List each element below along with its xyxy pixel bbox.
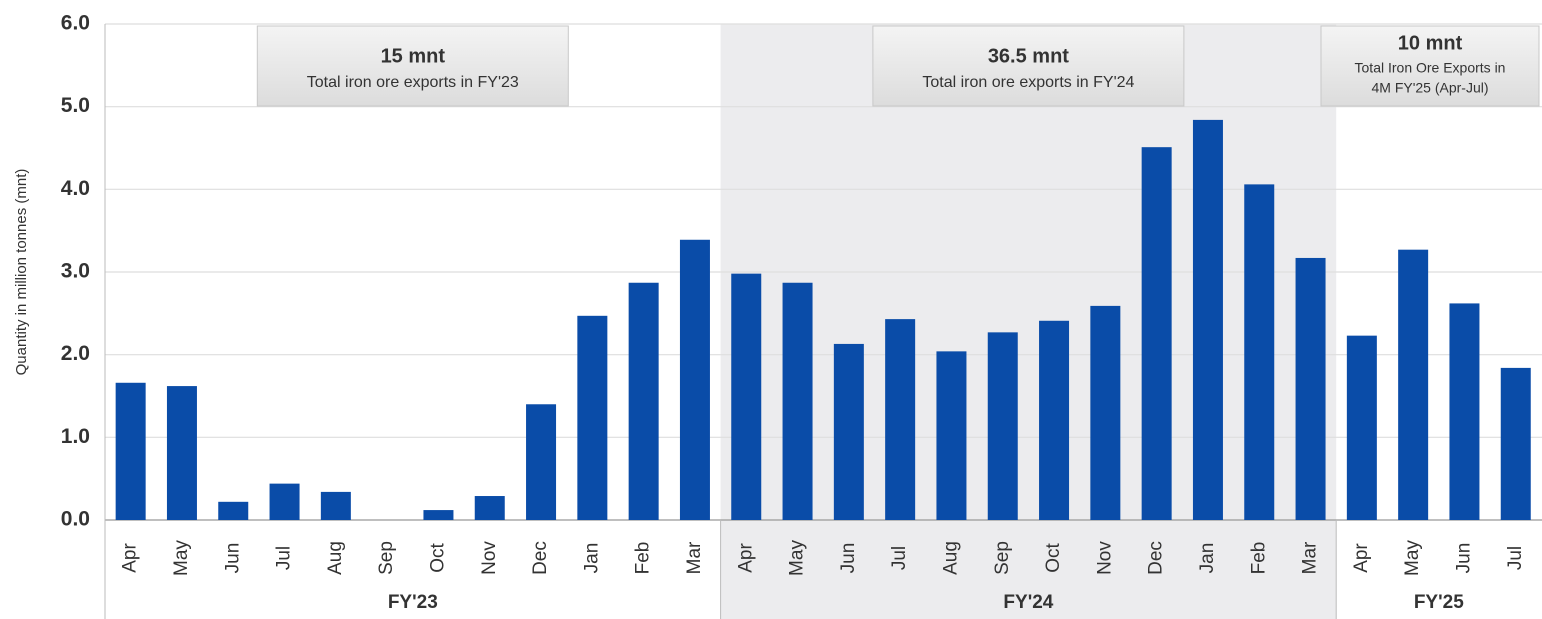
- bar: [115, 382, 146, 520]
- x-tick-label: Mar: [684, 541, 705, 574]
- bar: [1449, 303, 1480, 520]
- note-box: [872, 25, 1185, 107]
- bar: [1398, 249, 1429, 520]
- bar: [526, 404, 557, 520]
- x-tick-label: May: [787, 540, 808, 576]
- note-box: [1320, 25, 1540, 107]
- x-tick-label: Jun: [1453, 543, 1474, 574]
- note-text: 4M FY'25 (Apr-Jul): [1371, 80, 1488, 96]
- bar: [1141, 147, 1172, 520]
- x-tick-label: Jun: [222, 543, 243, 574]
- group-label: FY'23: [388, 592, 438, 613]
- note-title: 10 mnt: [1398, 32, 1463, 54]
- y-tick-label: 4.0: [61, 177, 90, 200]
- bar: [679, 239, 710, 520]
- note-text: Total Iron Ore Exports in: [1355, 60, 1506, 76]
- y-tick-label: 3.0: [61, 260, 90, 283]
- bar: [1346, 335, 1377, 520]
- group-label: FY'25: [1414, 592, 1464, 613]
- group-shade: [720, 24, 1337, 619]
- x-tick-label: Nov: [479, 541, 500, 575]
- bar: [1090, 305, 1121, 520]
- x-tick-label: Jul: [889, 546, 910, 570]
- bar: [1039, 320, 1070, 520]
- bar: [885, 319, 916, 520]
- x-tick-label: Nov: [1094, 541, 1115, 575]
- y-tick-label: 2.0: [61, 342, 90, 365]
- bar: [474, 496, 505, 520]
- y-axis-label: Quantity in million tonnes (mnt): [13, 169, 30, 376]
- x-tick-label: Jan: [1197, 543, 1218, 574]
- bar: [833, 343, 864, 520]
- note-title: 36.5 mnt: [988, 45, 1069, 67]
- x-tick-label: Apr: [120, 543, 141, 573]
- x-tick-label: Mar: [1300, 541, 1321, 574]
- bar: [1500, 367, 1531, 520]
- x-tick-label: May: [171, 540, 192, 576]
- note-text: Total iron ore exports in FY'24: [922, 74, 1134, 91]
- x-tick-label: Oct: [427, 543, 448, 573]
- x-tick-label: Aug: [940, 541, 961, 575]
- bar: [1244, 184, 1275, 520]
- bar: [731, 273, 762, 520]
- x-tick-label: Feb: [1248, 542, 1269, 575]
- note-box: [256, 25, 569, 107]
- x-tick-label: Sep: [992, 541, 1013, 575]
- y-tick-label: 0.0: [61, 508, 90, 531]
- x-tick-label: Dec: [530, 541, 551, 575]
- group-label: FY'24: [1003, 592, 1053, 613]
- bar: [166, 386, 197, 520]
- y-tick-label: 6.0: [61, 12, 90, 35]
- bar: [936, 351, 967, 520]
- y-tick-label: 1.0: [61, 425, 90, 448]
- bar: [423, 510, 454, 520]
- bar: [1295, 257, 1326, 520]
- bar: [320, 491, 351, 520]
- bar: [987, 332, 1018, 520]
- x-tick-label: Jan: [581, 543, 602, 574]
- x-tick-label: Sep: [376, 541, 397, 575]
- x-tick-label: Apr: [1351, 543, 1372, 573]
- x-tick-label: May: [1402, 540, 1423, 576]
- x-tick-label: Jun: [838, 543, 859, 574]
- x-tick-label: Aug: [325, 541, 346, 575]
- x-tick-label: Apr: [735, 543, 756, 573]
- bar: [1192, 119, 1223, 520]
- x-tick-label: Jul: [274, 546, 295, 570]
- y-tick-label: 5.0: [61, 94, 90, 117]
- bar: [577, 315, 608, 520]
- bar: [218, 501, 249, 520]
- x-tick-label: Feb: [633, 542, 654, 575]
- x-tick-label: Oct: [1043, 543, 1064, 573]
- bar: [782, 282, 813, 520]
- bar: [269, 483, 300, 520]
- x-tick-label: Dec: [1146, 541, 1167, 575]
- x-tick-label: Jul: [1505, 546, 1526, 570]
- bar: [628, 282, 659, 520]
- note-title: 15 mnt: [381, 45, 446, 67]
- note-text: Total iron ore exports in FY'23: [307, 74, 519, 91]
